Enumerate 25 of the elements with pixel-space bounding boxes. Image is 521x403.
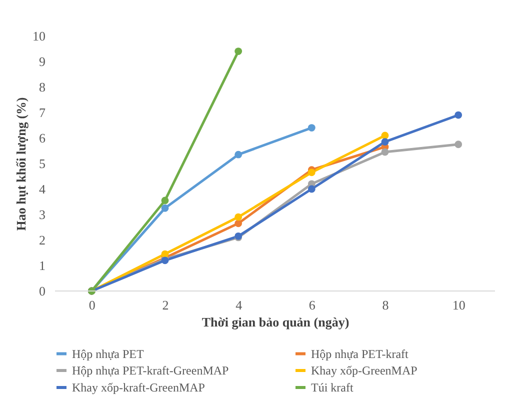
y-tick-label: 4	[39, 182, 46, 196]
legend-label: Hộp nhựa PET-kraft	[311, 346, 410, 361]
legend-label: Khay xốp-kraft-GreenMAP	[72, 380, 206, 394]
x-tick-label: 6	[308, 298, 316, 312]
x-axis-title: Thời gian bảo quản (ngày)	[202, 314, 350, 330]
y-tick-label: 10	[32, 28, 46, 44]
y-tick-label: 2	[39, 232, 46, 248]
x-tick-label: 8	[382, 298, 389, 312]
y-tick-label: 0	[39, 284, 46, 298]
y-tick-label: 8	[39, 80, 46, 94]
legend-label: Túi kraft	[311, 380, 354, 394]
legend-label: Hộp nhựa PET-kraft-GreenMAP	[72, 364, 230, 378]
legend-label: Khay xốp-GreenMAP	[311, 364, 418, 378]
y-axis-title: Hao hụt khối lượng (%)	[14, 97, 28, 231]
y-tick-label: 7	[39, 105, 46, 120]
y-tick-label: 6	[39, 130, 46, 146]
y-tick-label: 3	[39, 207, 46, 222]
y-tick-label: 9	[39, 54, 46, 69]
y-tick-label: 1	[39, 258, 46, 273]
x-tick-label: 0	[88, 298, 96, 312]
y-tick-label: 5	[39, 156, 46, 171]
x-tick-label: 2	[162, 298, 169, 312]
x-tick-label: 10	[452, 298, 466, 312]
x-tick-label: 4	[236, 298, 243, 312]
legend-label: Hộp nhựa PET	[72, 346, 144, 361]
